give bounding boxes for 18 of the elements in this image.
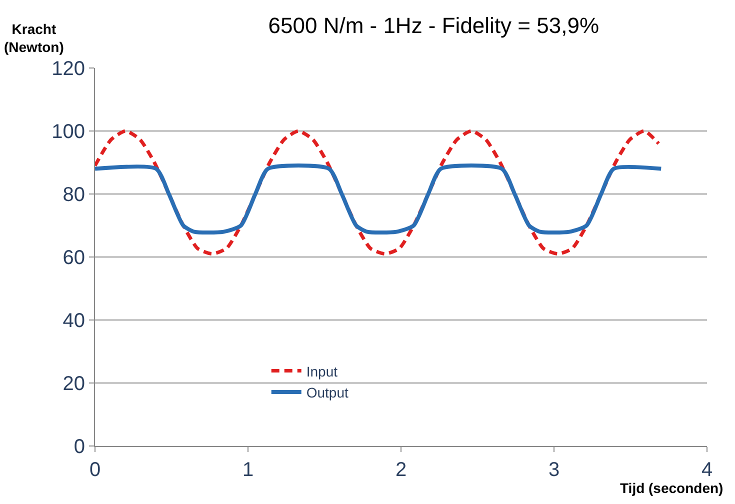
x-tick-label: 0 [89, 459, 101, 481]
x-tick-label: 1 [242, 459, 254, 481]
x-tick-label: 4 [701, 459, 713, 481]
legend-label: Input [306, 363, 338, 380]
y-tick-label: 120 [52, 58, 85, 80]
x-tick-label: 3 [548, 459, 560, 481]
y-axis-title: Kracht (Newton) [4, 21, 64, 56]
y-tick-label: 60 [62, 247, 85, 269]
chart-title: 6500 N/m - 1Hz - Fidelity = 53,9% [268, 13, 600, 38]
x-axis-title: Tijd (seconden) [620, 480, 724, 496]
y-tick-label: 0 [74, 436, 85, 458]
line-series [95, 129, 660, 256]
y-tick-label: 100 [52, 121, 85, 143]
y-tick-label: 40 [62, 310, 85, 332]
y-tick-label: 80 [62, 184, 85, 206]
legend-label: Output [306, 384, 348, 400]
x-tick-label: 2 [395, 459, 407, 481]
y-tick-label: 20 [62, 373, 85, 395]
